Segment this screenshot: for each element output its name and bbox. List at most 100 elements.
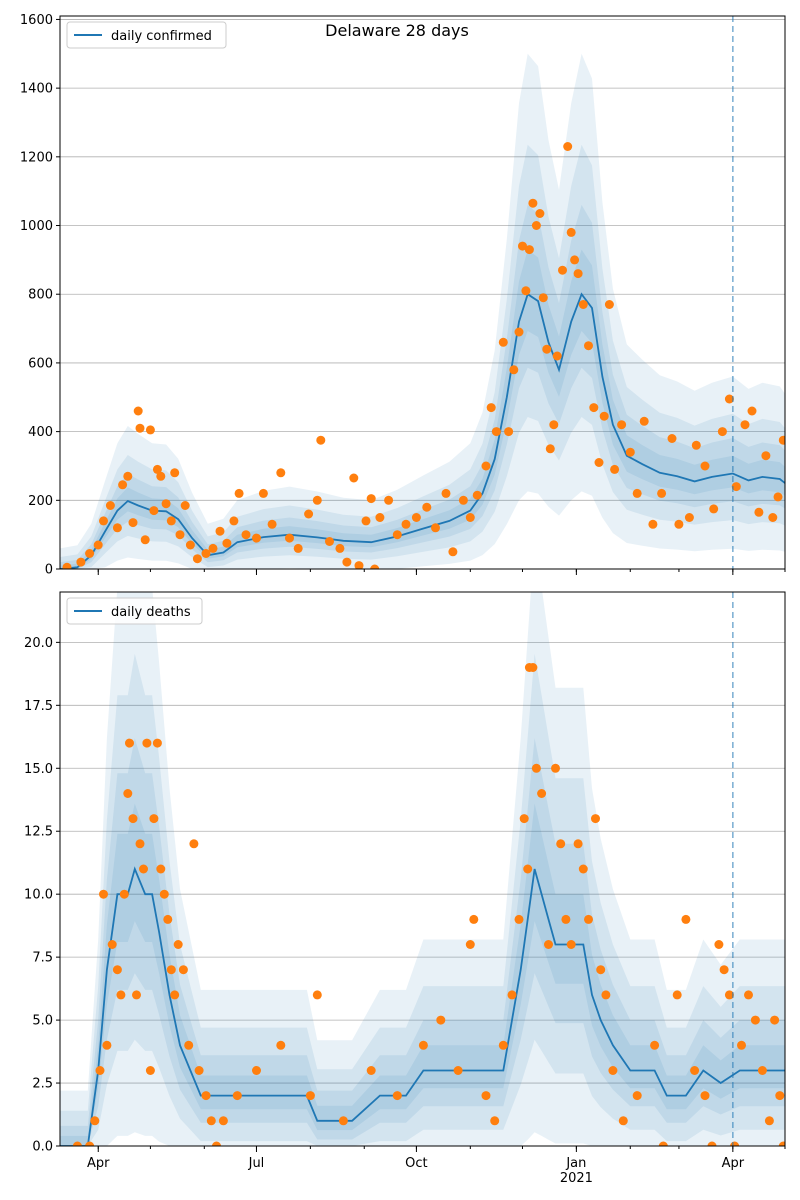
observed-point	[170, 468, 180, 478]
y-tick-label: 10.0	[24, 888, 53, 903]
observed-point	[325, 537, 334, 546]
observed-point	[102, 1040, 112, 1050]
observed-point	[610, 464, 620, 474]
observed-point	[123, 789, 133, 798]
observed-point	[691, 440, 701, 450]
observed-point	[714, 940, 724, 949]
observed-point	[215, 526, 225, 536]
y-tick-label: 1200	[20, 150, 53, 165]
confirmed-median-line	[60, 292, 785, 569]
observed-point	[528, 663, 538, 672]
observed-point	[490, 1116, 500, 1126]
observed-point	[700, 461, 710, 471]
observed-point	[229, 516, 239, 526]
observed-point	[465, 513, 475, 522]
observed-point	[234, 488, 244, 498]
observed-point	[152, 464, 162, 474]
observed-point	[504, 427, 514, 437]
observed-point	[589, 403, 599, 413]
observed-point	[192, 554, 202, 564]
legend-box	[66, 21, 227, 49]
observed-point	[507, 990, 517, 1000]
observed-point	[140, 535, 150, 545]
observed-point	[531, 221, 541, 230]
observed-point	[312, 990, 322, 1000]
y-tick-label: 15.0	[24, 762, 53, 777]
observed-point	[166, 965, 176, 975]
observed-point	[105, 501, 115, 510]
uncertainty-band	[60, 738, 785, 1146]
observed-point	[528, 198, 538, 208]
x-tick-label: Oct	[405, 1156, 427, 1171]
x-tick-label: Apr	[722, 1156, 745, 1171]
observed-point	[740, 420, 750, 430]
observed-point	[566, 227, 576, 237]
y-tick-label: 400	[28, 425, 53, 440]
observed-point	[267, 519, 277, 529]
observed-point	[608, 1066, 618, 1075]
observed-point	[773, 492, 783, 502]
observed-point	[132, 990, 141, 1000]
observed-point	[625, 447, 635, 457]
legend-box	[66, 597, 203, 625]
observed-point	[99, 889, 108, 899]
observed-point	[498, 1040, 508, 1050]
observed-point	[90, 1116, 100, 1126]
observed-point	[667, 434, 677, 443]
observed-point	[178, 965, 188, 975]
observed-point	[252, 1066, 261, 1075]
observed-point	[85, 549, 95, 558]
observed-point	[648, 519, 658, 529]
observed-point	[724, 394, 734, 404]
uncertainty-band	[60, 653, 785, 1146]
observed-point	[709, 504, 719, 514]
uncertainty-band	[60, 592, 785, 1146]
y-tick-label: 0	[45, 563, 53, 578]
observed-point	[361, 516, 371, 526]
observed-point	[232, 1091, 242, 1101]
deaths-uncertainty-bands	[60, 592, 785, 1146]
observed-point	[133, 406, 143, 416]
observed-point	[170, 990, 180, 1000]
observed-point	[342, 557, 352, 567]
daily-deaths-panel: 0.0 2.5 5.0 7.5 10.0 12.5 15.0 17.5 20.0 Apr Jul O…	[24, 591, 786, 1186]
observed-point	[212, 1141, 221, 1146]
observed-point	[549, 420, 559, 430]
observed-point	[573, 839, 583, 849]
uncertainty-band	[60, 53, 785, 569]
y-tick-label: 800	[28, 288, 53, 303]
observed-point	[152, 738, 162, 748]
observed-point	[591, 814, 600, 824]
daily-confirmed-panel: 0 200 400 600 800 1000 1200 1400 1600 Delaware 2…	[20, 13, 786, 578]
observed-point	[149, 506, 159, 516]
uncertainty-band	[60, 144, 785, 569]
observed-point	[639, 416, 649, 426]
observed-point	[731, 482, 741, 492]
confirmed-uncertainty-bands	[60, 53, 785, 569]
observed-point	[531, 763, 541, 773]
observed-point	[570, 255, 580, 265]
observed-point	[544, 940, 553, 949]
observed-point	[764, 1116, 774, 1126]
y-tick-label: 200	[28, 494, 53, 509]
observed-point	[276, 468, 286, 478]
observed-point	[142, 738, 152, 748]
observed-point	[175, 530, 185, 540]
observed-point	[672, 990, 682, 1000]
observed-point	[594, 458, 604, 467]
observed-point	[218, 1116, 228, 1126]
observed-point	[312, 495, 322, 505]
observed-point	[618, 1116, 628, 1126]
y-tick-label: 20.0	[24, 636, 53, 651]
observed-point	[775, 1091, 785, 1101]
y-tick-label: 600	[28, 356, 53, 371]
observed-point	[305, 1091, 315, 1101]
observed-point	[486, 403, 496, 413]
deaths-axes-frame	[59, 591, 786, 1147]
observed-point	[76, 557, 86, 567]
observed-point	[681, 914, 691, 924]
observed-point	[135, 423, 145, 433]
observed-point	[737, 1040, 746, 1050]
observed-point	[632, 1091, 642, 1101]
observed-point	[354, 561, 364, 569]
